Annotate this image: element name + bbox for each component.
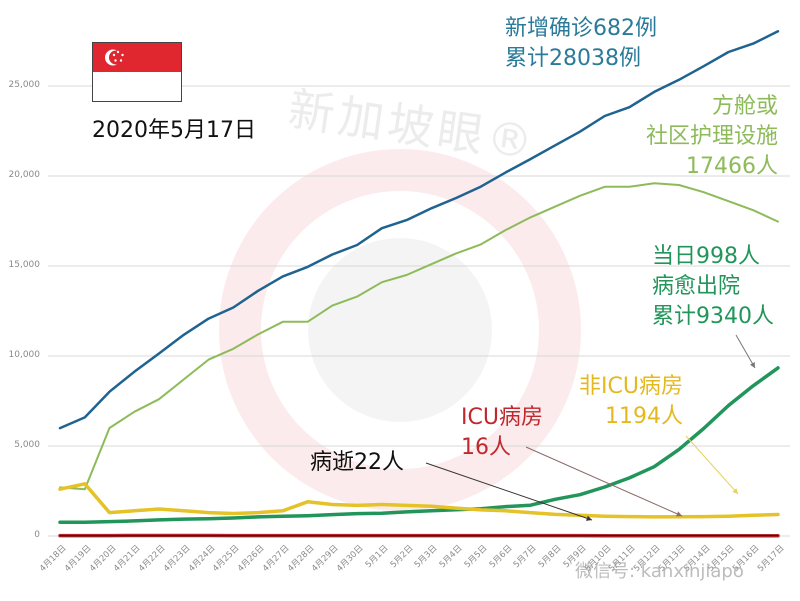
series-line <box>58 30 780 430</box>
series-line <box>58 482 780 519</box>
date-title: 2020年5月17日 <box>92 118 256 143</box>
confirmed-annotation: 新增确诊682例 累计28038例 <box>505 14 657 74</box>
confirmed-total-label: 累计28038例 <box>505 46 641 71</box>
y-tick-label: 15,000 <box>8 260 41 270</box>
discharged-today-label: 当日998人 <box>652 244 760 269</box>
wechat-watermark: 微信号: kanxinjiapo <box>575 561 744 582</box>
non-icu-count: 1194人 <box>605 404 683 429</box>
y-tick-label: 20,000 <box>8 170 41 180</box>
icu-count: 16人 <box>461 435 511 460</box>
y-tick-label: 0 <box>34 530 40 540</box>
y-tick-label: 25,000 <box>8 80 41 90</box>
series-line <box>59 182 779 491</box>
non-icu-label: 非ICU病房 <box>579 374 683 399</box>
non-icu-annotation: 非ICU病房 1194人 <box>565 372 683 432</box>
y-tick-label: 5,000 <box>14 440 40 450</box>
community-label-2: 社区护理设施 <box>645 124 778 149</box>
discharged-annotation: 当日998人 病愈出院 累计9340人 <box>652 242 774 332</box>
singapore-flag-icon <box>92 42 182 102</box>
series-lines <box>58 30 780 538</box>
series-line <box>58 366 780 524</box>
confirmed-new-label: 新增确诊682例 <box>505 16 657 41</box>
community-count: 17466人 <box>686 154 778 179</box>
icu-annotation: ICU病房 16人 <box>461 403 543 463</box>
community-facility-annotation: 方舱或 社区护理设施 17466人 <box>646 92 778 182</box>
deaths-annotation: 病逝22人 <box>310 448 404 478</box>
discharged-total-label: 累计9340人 <box>652 304 774 329</box>
annotation-arrows <box>425 334 756 521</box>
y-tick-label: 10,000 <box>8 350 41 360</box>
deaths-label: 病逝22人 <box>310 450 404 475</box>
discharged-label: 病愈出院 <box>652 274 741 299</box>
watermark-logo-icon <box>219 149 581 511</box>
community-label-1: 方舱或 <box>711 94 778 119</box>
icu-label: ICU病房 <box>461 405 543 430</box>
